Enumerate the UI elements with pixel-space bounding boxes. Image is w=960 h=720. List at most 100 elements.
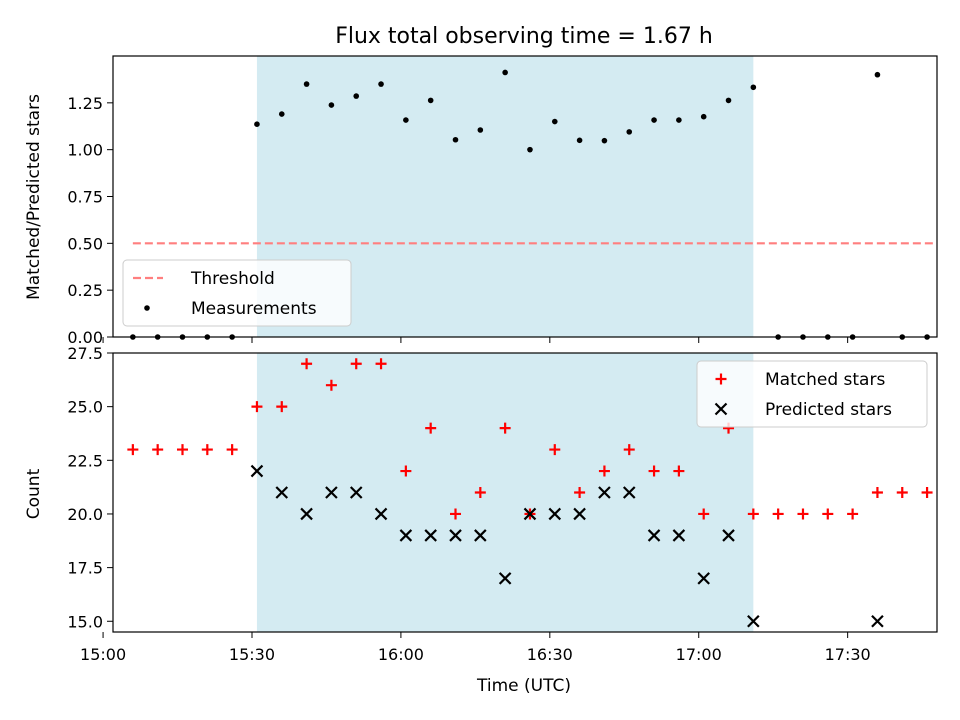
predicted-stars-point xyxy=(523,507,537,521)
matched-stars-point xyxy=(251,401,263,413)
measurement-point xyxy=(700,113,707,120)
y-tick-label: 1.00 xyxy=(67,141,103,160)
y-tick-label: 0.75 xyxy=(67,188,103,207)
matched-stars-point xyxy=(474,487,486,498)
x-axis-label: Time (UTC) xyxy=(476,676,571,696)
matched-stars-point xyxy=(847,508,859,520)
measurement-point xyxy=(676,117,682,123)
predicted-stars-point xyxy=(672,529,686,542)
matched-stars-point xyxy=(673,465,685,477)
ratio-panel: 0.00 0.25 0.50 0.75 1.00 1.25 Threshold Measure… xyxy=(67,55,938,347)
x-tick-label: 17:00 xyxy=(676,645,722,664)
y-tick-label: 25.0 xyxy=(67,398,103,417)
matched-stars-point xyxy=(822,508,834,520)
predicted-stars-point xyxy=(498,572,512,585)
legend-measurement-swatch xyxy=(144,305,150,311)
matched-stars-point xyxy=(623,444,635,456)
measurement-point xyxy=(551,118,558,125)
matched-stars-point xyxy=(648,465,660,477)
y-tick-label: 15.0 xyxy=(67,612,103,631)
predicted-stars-point xyxy=(300,507,313,521)
predicted-stars-point xyxy=(722,529,735,542)
matched-stars-point xyxy=(574,487,586,498)
measurement-point xyxy=(626,129,633,135)
matched-stars-point xyxy=(127,444,139,456)
measurement-point xyxy=(328,102,335,108)
predicted-stars-point xyxy=(399,529,413,542)
measurement-point xyxy=(601,137,608,144)
measurement-point xyxy=(378,81,384,87)
legend: Threshold Measurements xyxy=(122,259,352,327)
legend-label: Threshold xyxy=(190,269,275,289)
matched-stars-point xyxy=(450,508,462,520)
legend-box xyxy=(696,360,928,428)
y-tick-label: 0.50 xyxy=(67,234,103,253)
y-tick-label: 17.5 xyxy=(67,559,103,578)
measurement-point xyxy=(576,137,583,144)
measurement-point xyxy=(427,97,434,104)
y-tick-label: 27.5 xyxy=(67,344,103,363)
matched-stars-point xyxy=(698,508,710,520)
count-panel: 15.0 17.5 20.0 22.5 25.0 27.5 15:00 15:30 16:00 1… xyxy=(67,344,938,664)
predicted-stars-point xyxy=(697,572,710,585)
legend-label: Predicted stars xyxy=(765,400,892,420)
legend-label: Measurements xyxy=(191,299,317,319)
legend-matched-swatch xyxy=(715,373,727,385)
measurement-point xyxy=(278,111,285,117)
measurement-point xyxy=(527,146,533,153)
y-tick-label: 20.0 xyxy=(67,505,103,524)
matched-stars-point xyxy=(301,358,313,370)
matched-stars-point xyxy=(425,422,437,434)
matched-stars-point xyxy=(896,487,908,498)
measurement-point xyxy=(651,117,657,123)
y-tick-label: 1.25 xyxy=(67,94,103,113)
measurement-point xyxy=(750,84,757,91)
matched-stars-point xyxy=(797,508,809,520)
x-tick-label: 17:30 xyxy=(825,645,871,664)
measurement-point xyxy=(477,127,484,133)
legend: Matched stars Predicted stars xyxy=(696,360,928,428)
predicted-stars-point xyxy=(449,529,462,542)
predicted-stars-point xyxy=(325,486,338,499)
matched-stars-point xyxy=(871,487,883,498)
predicted-stars-point xyxy=(349,486,363,499)
predicted-stars-point xyxy=(275,486,289,499)
observing-interval-shade xyxy=(256,353,754,632)
y-tick-label: 0.00 xyxy=(67,328,103,347)
matched-stars-point xyxy=(325,379,337,391)
matched-stars-point xyxy=(201,444,213,456)
legend-predicted-swatch xyxy=(714,402,728,416)
data-markers xyxy=(130,69,930,340)
legend-label: Matched stars xyxy=(765,370,885,390)
x-tick-label: 16:30 xyxy=(527,645,573,664)
measurement-point xyxy=(502,69,508,76)
chart-title: Flux total observing time = 1.67 h xyxy=(335,24,713,49)
y-tick-label: 22.5 xyxy=(67,451,103,470)
axes-frame xyxy=(112,352,938,633)
predicted-stars-point xyxy=(647,529,661,542)
matched-stars-point xyxy=(176,444,188,456)
y-tick-label: 0.25 xyxy=(67,281,103,300)
predicted-stars-point xyxy=(598,486,611,499)
ratio-y-axis-label: Matched/Predicted stars xyxy=(24,94,44,300)
predicted-stars-point xyxy=(374,507,388,521)
measurement-point xyxy=(725,97,732,104)
measurement-point xyxy=(874,71,881,78)
predicted-stars-point xyxy=(747,614,760,628)
matched-stars-point xyxy=(772,508,784,520)
predicted-stars-point xyxy=(871,614,884,628)
x-tick-label: 15:00 xyxy=(80,645,126,664)
measurement-point xyxy=(254,121,260,127)
matched-stars-point xyxy=(921,487,933,498)
predicted-stars-point xyxy=(622,486,636,499)
measurement-point xyxy=(403,117,409,123)
predicted-stars-point xyxy=(573,507,586,521)
measurement-point xyxy=(452,136,459,143)
matched-stars-point xyxy=(152,444,164,456)
predicted-stars-point xyxy=(548,507,562,521)
measurement-point xyxy=(353,93,360,99)
matched-stars-point xyxy=(549,444,561,456)
matched-stars-point xyxy=(400,465,412,477)
matched-stars-point xyxy=(375,358,387,370)
matched-stars-point xyxy=(499,422,511,434)
